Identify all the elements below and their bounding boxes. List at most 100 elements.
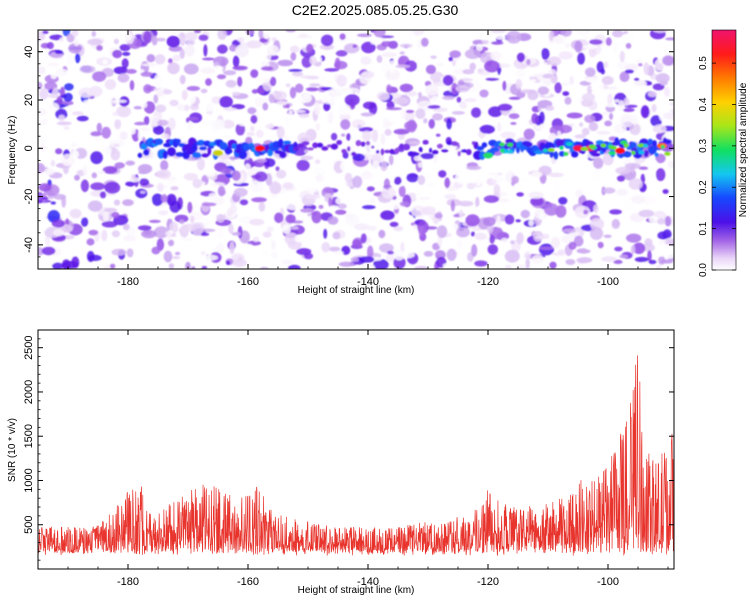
heatmap-cell — [121, 58, 129, 69]
heatmap-cell — [284, 232, 299, 246]
heatmap-cell — [369, 142, 378, 155]
heatmap-cell — [442, 75, 454, 86]
heatmap-cell — [370, 41, 381, 45]
heatmap-cell — [508, 113, 520, 119]
heatmap-cell — [190, 215, 195, 224]
heatmap-cell — [114, 119, 122, 130]
heatmap-cell — [560, 30, 572, 37]
heatmap-cell — [490, 147, 500, 153]
heatmap-cell — [285, 104, 290, 109]
heatmap-cell — [122, 51, 131, 56]
heatmap-cell — [175, 152, 185, 157]
heatmap-cell — [385, 68, 401, 81]
heatmap-cell — [524, 141, 533, 148]
heatmap-cell — [154, 138, 164, 145]
heatmap-cell — [609, 112, 614, 120]
heatmap-cell — [191, 223, 203, 236]
heatmap-cell — [339, 33, 346, 40]
heatmap-cell — [235, 123, 246, 136]
heatmap-cell — [400, 109, 407, 119]
heatmap-cell — [125, 160, 135, 166]
y-tick-label: 2000 — [23, 380, 35, 404]
heatmap-cell — [327, 111, 334, 124]
heatmap-cell — [658, 240, 665, 245]
heatmap-cell — [500, 131, 516, 139]
colorbar-frame — [711, 29, 737, 271]
heatmap-cell — [565, 259, 576, 265]
heatmap-cell — [330, 205, 338, 209]
heatmap-cell — [571, 151, 579, 158]
heatmap-cell — [222, 119, 235, 129]
heatmap-cell — [485, 77, 500, 81]
heatmap-cell — [380, 160, 388, 172]
heatmap-cell — [444, 177, 451, 189]
heatmap-cell — [345, 213, 360, 226]
heatmap-cell — [323, 101, 331, 112]
heatmap-cell — [321, 34, 334, 47]
heatmap-cell — [335, 209, 347, 215]
heatmap-cell — [88, 229, 99, 236]
heatmap-cell — [456, 96, 462, 103]
heatmap-cell — [421, 145, 430, 151]
heatmap-cell — [388, 154, 394, 166]
heatmap-cell — [61, 100, 74, 106]
heatmap-cell — [376, 55, 383, 63]
heatmap-cell — [589, 227, 604, 240]
heatmap-cell — [74, 174, 80, 181]
heatmap-cell — [490, 51, 502, 61]
heatmap-cell — [351, 151, 357, 157]
heatmap-cell — [298, 113, 310, 118]
heatmap-cell — [411, 205, 426, 218]
heatmap-cell — [558, 197, 568, 205]
heatmap-cell — [625, 86, 642, 98]
heatmap-cell — [457, 80, 465, 86]
heatmap-cell — [515, 69, 526, 78]
heatmap-cell — [421, 30, 436, 38]
heatmap-cell — [541, 48, 550, 60]
heatmap-cell — [415, 108, 426, 120]
heatmap-cell — [102, 166, 118, 174]
heatmap-cell — [562, 228, 577, 233]
heatmap-cell — [180, 237, 193, 242]
heatmap-cell — [456, 227, 470, 238]
heatmap-cell — [284, 117, 290, 126]
heatmap-cell — [344, 172, 353, 183]
heatmap-cell — [361, 41, 376, 54]
heatmap-cell — [200, 88, 208, 94]
heatmap-cell — [292, 109, 306, 113]
heatmap-cell — [402, 143, 411, 151]
heatmap-cell — [50, 159, 56, 167]
heatmap-cell — [187, 201, 193, 214]
heatmap-cell — [380, 133, 386, 145]
heatmap-cell — [659, 110, 674, 123]
heatmap-cell — [383, 178, 391, 190]
heatmap-cell — [197, 157, 205, 171]
heatmap-cell — [82, 165, 88, 176]
heatmap-cell — [208, 192, 219, 202]
heatmap-cell — [361, 130, 372, 142]
heatmap-cell — [305, 87, 319, 92]
heatmap-peak — [573, 145, 583, 152]
heatmap-cell — [557, 249, 565, 255]
heatmap-cell — [436, 225, 448, 239]
heatmap-cell — [138, 170, 149, 175]
heatmap-cell — [141, 207, 150, 215]
heatmap-cell — [510, 240, 515, 245]
heatmap-cell — [226, 260, 231, 265]
heatmap-cell — [466, 165, 482, 170]
heatmap-cell — [321, 242, 331, 253]
heatmap-cell — [169, 99, 179, 107]
heatmap-cell — [244, 163, 251, 173]
heatmap-cell — [437, 235, 443, 247]
heatmap-cell — [662, 229, 672, 240]
heatmap-cell — [331, 42, 339, 52]
heatmap-cell — [337, 104, 351, 116]
heatmap-cell — [510, 122, 517, 125]
heatmap-cell — [531, 113, 539, 124]
heatmap-cell — [585, 77, 599, 83]
heatmap-peak — [255, 145, 265, 152]
snr-frame — [37, 329, 675, 570]
heatmap-frame — [37, 29, 675, 270]
heatmap-cell — [86, 250, 95, 263]
heatmap-cell — [251, 263, 261, 269]
